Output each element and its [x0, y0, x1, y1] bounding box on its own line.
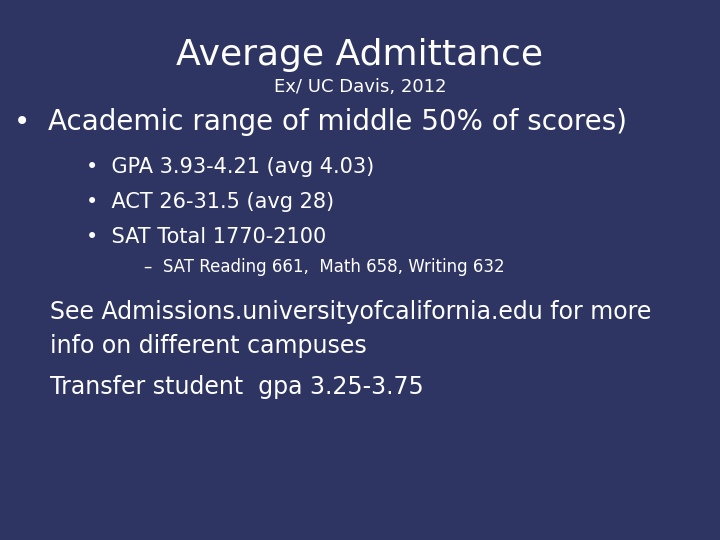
Text: Average Admittance: Average Admittance — [176, 38, 544, 72]
Text: info on different campuses: info on different campuses — [50, 334, 367, 357]
Text: •  GPA 3.93-4.21 (avg 4.03): • GPA 3.93-4.21 (avg 4.03) — [86, 157, 374, 177]
Text: –  SAT Reading 661,  Math 658, Writing 632: – SAT Reading 661, Math 658, Writing 632 — [144, 258, 505, 276]
Text: Transfer student  gpa 3.25-3.75: Transfer student gpa 3.25-3.75 — [50, 375, 424, 399]
Text: •  SAT Total 1770-2100: • SAT Total 1770-2100 — [86, 227, 327, 247]
Text: Ex/ UC Davis, 2012: Ex/ UC Davis, 2012 — [274, 78, 446, 96]
Text: •  ACT 26-31.5 (avg 28): • ACT 26-31.5 (avg 28) — [86, 192, 335, 212]
Text: •  Academic range of middle 50% of scores): • Academic range of middle 50% of scores… — [14, 108, 627, 136]
Text: See Admissions.universityofcalifornia.edu for more: See Admissions.universityofcalifornia.ed… — [50, 300, 652, 323]
